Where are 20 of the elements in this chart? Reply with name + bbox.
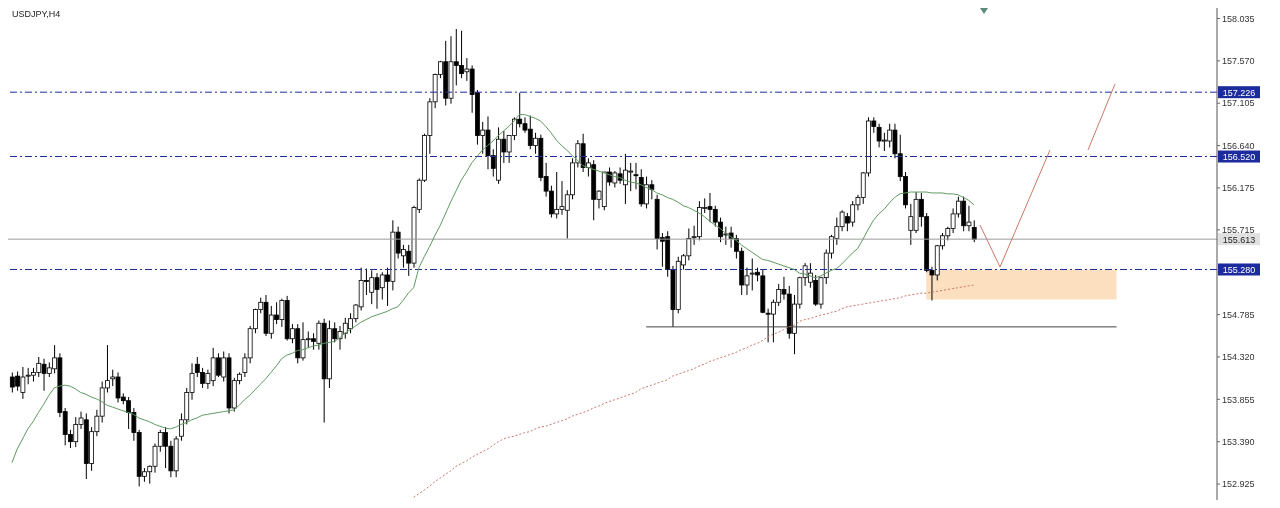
line-series [413,284,975,498]
ref-line-label: 155.280 [1222,264,1256,275]
candlestick [971,219,977,243]
y-tick-label: 158.035 [1222,13,1255,24]
chart-title: USDJPY,H4 [12,9,61,19]
line-series [11,114,975,464]
ref-line-label: 155.613 [1222,234,1256,245]
y-tick-label: 152.925 [1222,479,1255,490]
y-tick-label: 154.320 [1222,352,1255,363]
ref-line-label: 157.226 [1222,87,1256,98]
y-tick-label: 156.640 [1222,140,1255,151]
y-tick-label: 156.175 [1222,183,1255,194]
y-tick-label: 157.570 [1222,56,1255,67]
ref-line-label: 156.520 [1222,152,1256,163]
y-tick-label: 154.785 [1222,309,1255,320]
candlestick [633,162,639,190]
y-tick-label: 155.715 [1222,225,1255,236]
y-tick-label: 153.855 [1222,394,1255,405]
y-tick-label: 157.105 [1222,98,1255,109]
y-tick-label: 153.390 [1222,436,1255,447]
